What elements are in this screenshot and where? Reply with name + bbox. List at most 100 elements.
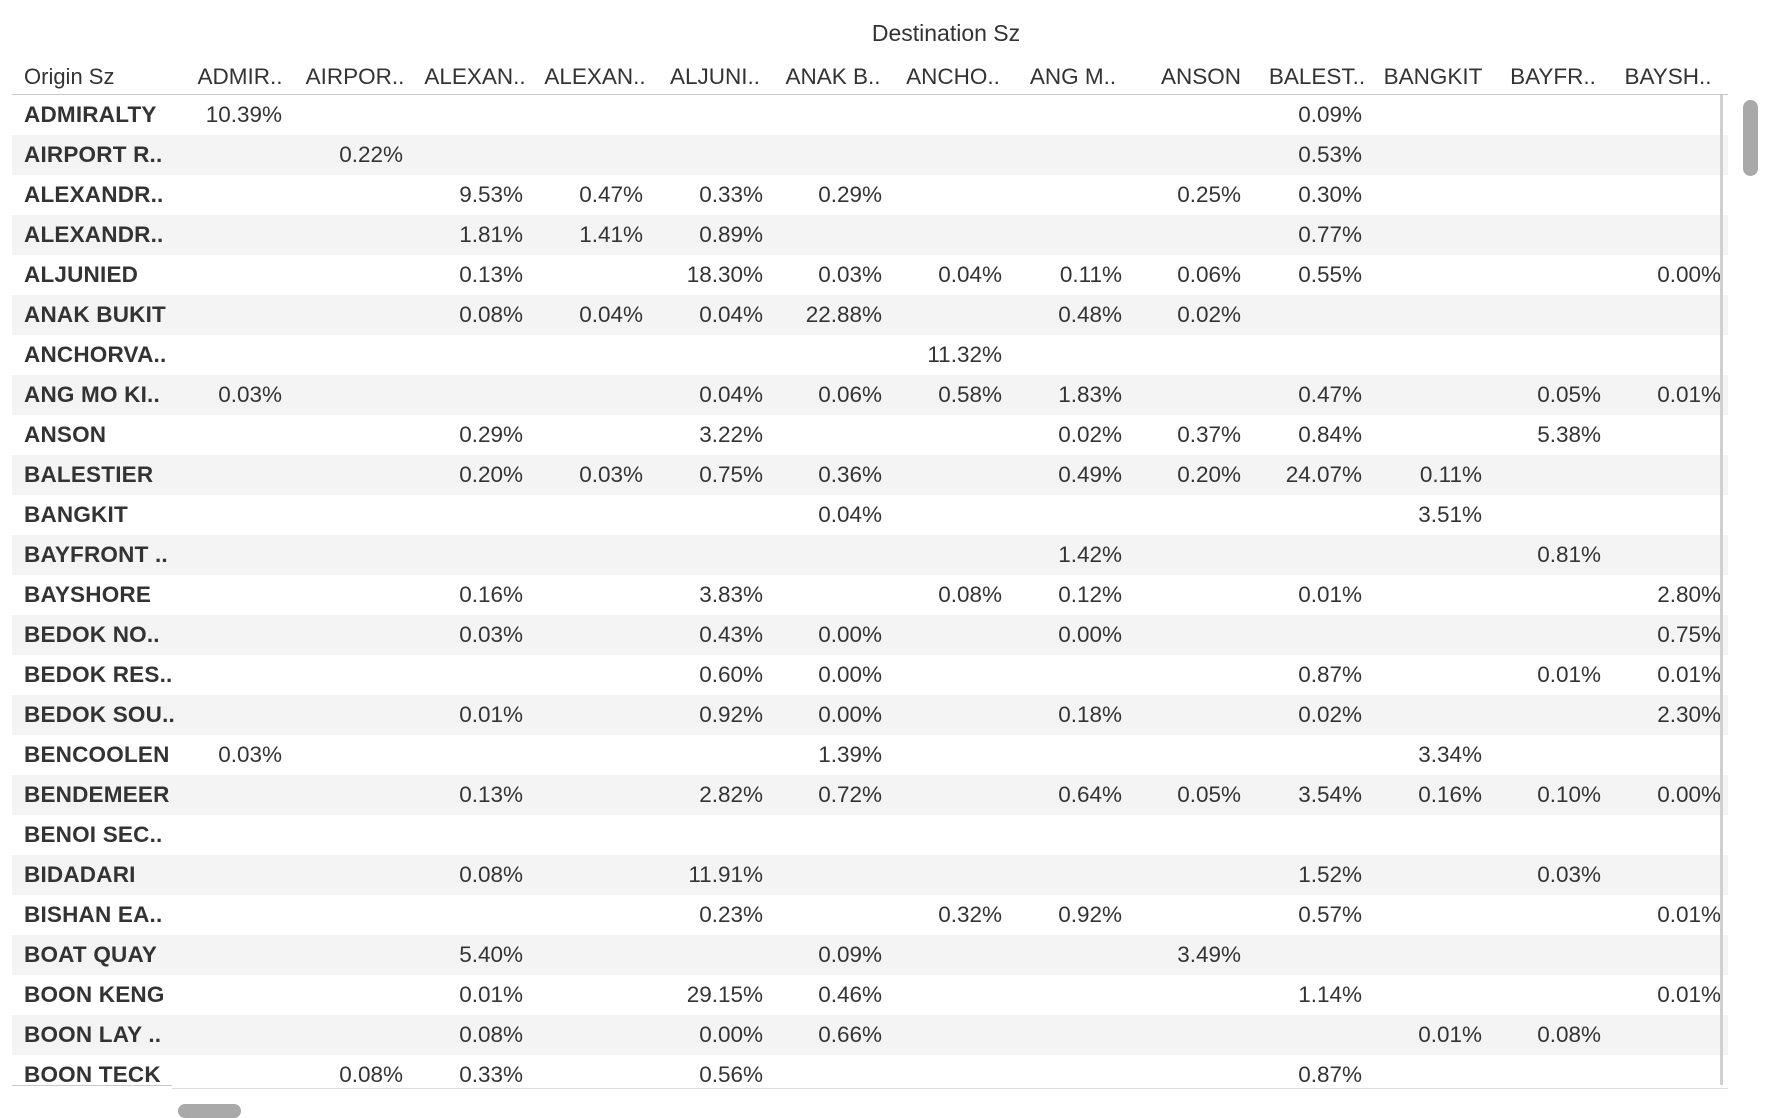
column-header[interactable]: ANAK B.. xyxy=(785,64,881,89)
data-cell[interactable]: 0.04% xyxy=(938,262,1002,287)
data-cell[interactable]: 29.15% xyxy=(686,982,763,1007)
data-cell[interactable]: 0.03% xyxy=(1537,862,1601,887)
data-cell[interactable]: 0.01% xyxy=(1298,582,1362,607)
data-cell[interactable]: 0.47% xyxy=(1298,382,1362,407)
origin-row-label[interactable]: BAYFRONT .. xyxy=(24,542,168,567)
data-cell[interactable]: 0.01% xyxy=(1657,382,1721,407)
data-cell[interactable]: 0.03% xyxy=(818,262,882,287)
data-cell[interactable]: 2.80% xyxy=(1657,582,1721,607)
data-cell[interactable]: 0.04% xyxy=(818,502,882,527)
column-header[interactable]: ADMIR.. xyxy=(197,64,283,89)
data-cell[interactable]: 0.37% xyxy=(1177,422,1241,447)
origin-row-label[interactable]: BOON TECK xyxy=(24,1062,161,1087)
data-cell[interactable]: 0.08% xyxy=(459,862,523,887)
data-cell[interactable]: 0.01% xyxy=(1418,1022,1482,1047)
column-header[interactable]: BAYFR.. xyxy=(1510,64,1596,89)
data-cell[interactable]: 0.08% xyxy=(339,1062,403,1087)
data-cell[interactable]: 0.64% xyxy=(1058,782,1122,807)
column-header[interactable]: ANCHO.. xyxy=(906,64,1000,89)
data-cell[interactable]: 0.58% xyxy=(938,382,1002,407)
column-header[interactable]: AIRPOR.. xyxy=(305,64,405,89)
data-cell[interactable]: 0.04% xyxy=(699,302,763,327)
data-cell[interactable]: 0.00% xyxy=(1657,262,1721,287)
data-cell[interactable]: 2.82% xyxy=(699,782,763,807)
data-cell[interactable]: 0.55% xyxy=(1298,262,1362,287)
data-cell[interactable]: 0.08% xyxy=(459,1022,523,1047)
data-cell[interactable]: 0.46% xyxy=(818,982,882,1007)
data-cell[interactable]: 24.07% xyxy=(1285,462,1362,487)
data-cell[interactable]: 0.20% xyxy=(459,462,523,487)
data-cell[interactable]: 0.23% xyxy=(699,902,763,927)
vertical-scroll-track[interactable] xyxy=(1720,95,1723,1085)
origin-row-label[interactable]: ANG MO KI.. xyxy=(24,382,160,407)
origin-row-label[interactable]: ALJUNIED xyxy=(24,262,139,287)
data-cell[interactable]: 0.60% xyxy=(699,662,763,687)
data-cell[interactable]: 1.42% xyxy=(1058,542,1122,567)
data-cell[interactable]: 3.54% xyxy=(1298,782,1362,807)
data-cell[interactable]: 0.29% xyxy=(459,422,523,447)
data-cell[interactable]: 0.11% xyxy=(1419,462,1482,487)
data-cell[interactable]: 0.32% xyxy=(938,902,1002,927)
table-body[interactable]: ADMIRALTY 10.39% 0.09% AIRPORT R.. 0.22% 0.53… xyxy=(12,95,1728,1095)
origin-row-label[interactable]: ANSON xyxy=(24,422,107,447)
data-cell[interactable]: 3.22% xyxy=(699,422,763,447)
data-cell[interactable]: 0.06% xyxy=(1177,262,1241,287)
data-cell[interactable]: 0.04% xyxy=(699,382,763,407)
origin-row-label[interactable]: BEDOK SOU.. xyxy=(24,702,175,727)
data-cell[interactable]: 0.09% xyxy=(1298,102,1362,127)
data-cell[interactable]: 0.03% xyxy=(218,742,282,767)
data-cell[interactable]: 0.00% xyxy=(818,702,882,727)
data-cell[interactable]: 0.18% xyxy=(1058,702,1122,727)
origin-row-label[interactable]: BENDEMEER xyxy=(24,782,170,807)
data-cell[interactable]: 0.36% xyxy=(818,462,882,487)
data-cell[interactable]: 0.02% xyxy=(1177,302,1241,327)
data-cell[interactable]: 0.01% xyxy=(1657,662,1721,687)
origin-row-label[interactable]: ADMIRALTY xyxy=(24,102,157,127)
origin-row-label[interactable]: ALEXANDR.. xyxy=(24,182,164,207)
data-cell[interactable]: 9.53% xyxy=(459,182,523,207)
data-cell[interactable]: 0.77% xyxy=(1298,222,1362,247)
data-cell[interactable]: 0.04% xyxy=(579,302,643,327)
column-header[interactable]: ALJUNI.. xyxy=(669,64,761,89)
data-cell[interactable]: 0.00% xyxy=(818,622,882,647)
origin-row-label[interactable]: BEDOK NO.. xyxy=(24,622,160,647)
data-cell[interactable]: 0.00% xyxy=(1657,782,1721,807)
data-cell[interactable]: 0.20% xyxy=(1177,462,1241,487)
column-header[interactable]: BAYSH.. xyxy=(1624,64,1712,89)
origin-row-label[interactable]: BENOI SEC.. xyxy=(24,822,163,847)
data-cell[interactable]: 0.56% xyxy=(699,1062,763,1087)
data-cell[interactable]: 10.39% xyxy=(205,102,282,127)
data-cell[interactable]: 0.92% xyxy=(699,702,763,727)
data-cell[interactable]: 1.14% xyxy=(1298,982,1362,1007)
data-cell[interactable]: 0.72% xyxy=(818,782,882,807)
data-cell[interactable]: 0.12% xyxy=(1058,582,1122,607)
data-cell[interactable]: 1.41% xyxy=(579,222,643,247)
column-header[interactable]: BANGKIT xyxy=(1383,64,1483,89)
data-cell[interactable]: 0.01% xyxy=(459,702,523,727)
data-cell[interactable]: 3.49% xyxy=(1177,942,1241,967)
data-cell[interactable]: 5.38% xyxy=(1537,422,1601,447)
data-cell[interactable]: 0.08% xyxy=(938,582,1002,607)
data-cell[interactable]: 0.30% xyxy=(1298,182,1362,207)
data-cell[interactable]: 3.34% xyxy=(1418,742,1482,767)
data-cell[interactable]: 0.87% xyxy=(1298,662,1362,687)
data-cell[interactable]: 22.88% xyxy=(805,302,882,327)
data-cell[interactable]: 0.03% xyxy=(218,382,282,407)
data-cell[interactable]: 1.81% xyxy=(459,222,523,247)
data-cell[interactable]: 0.22% xyxy=(339,142,403,167)
data-cell[interactable]: 0.08% xyxy=(459,302,523,327)
data-cell[interactable]: 0.00% xyxy=(699,1022,763,1047)
data-cell[interactable]: 11.32% xyxy=(927,342,1002,367)
data-cell[interactable]: 1.52% xyxy=(1298,862,1362,887)
column-header[interactable]: ANSON xyxy=(1160,64,1241,89)
data-cell[interactable]: 0.02% xyxy=(1058,422,1122,447)
data-cell[interactable]: 0.10% xyxy=(1537,782,1601,807)
horizontal-scrollbar-thumb[interactable] xyxy=(178,1104,241,1118)
data-cell[interactable]: 0.75% xyxy=(699,462,763,487)
data-cell[interactable]: 18.30% xyxy=(686,262,763,287)
origin-row-label[interactable]: BOON KENG xyxy=(24,982,165,1007)
data-cell[interactable]: 1.39% xyxy=(818,742,882,767)
data-cell[interactable]: 0.01% xyxy=(1537,662,1601,687)
column-header[interactable]: ANG M.. xyxy=(1029,64,1117,89)
data-cell[interactable]: 0.33% xyxy=(699,182,763,207)
